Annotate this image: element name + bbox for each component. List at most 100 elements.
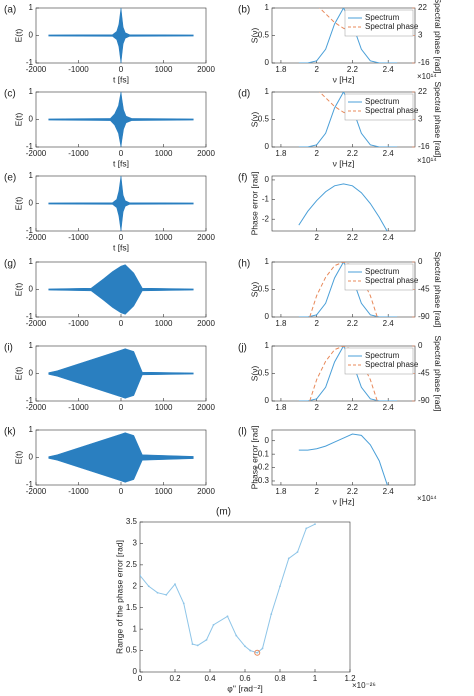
x-tick-label: -1000: [68, 403, 89, 412]
y-tick-label: 0: [265, 312, 270, 321]
x-tick-label: 2000: [197, 65, 215, 74]
x-tick-label: 2: [314, 487, 319, 496]
data-point: [156, 591, 159, 594]
signal-envelope: [48, 8, 194, 63]
data-line: [298, 433, 388, 485]
y2-tick-label: 3: [418, 31, 423, 40]
x-tick-label: -2000: [26, 403, 47, 412]
panel-label: (e): [4, 173, 16, 184]
y-tick-label: 0.5: [258, 31, 270, 40]
data-point: [244, 645, 246, 648]
panel-label: (c): [4, 89, 16, 100]
x-tick-label: 2000: [197, 487, 215, 496]
panel: (g) -2000 -1000 0 1000 2000 -1 0 1 E(t): [4, 257, 215, 328]
y-tick-label: -1: [26, 226, 34, 235]
y-tick-label: -1: [26, 142, 34, 151]
x-tick-label: 0: [119, 403, 124, 412]
x-tick-label: -1000: [68, 233, 89, 242]
panel-label: (h): [238, 259, 250, 270]
y2-tick-label: -16: [418, 142, 430, 151]
data-point: [305, 527, 308, 530]
x-tick-label: -2000: [26, 149, 47, 158]
x-multiplier: ×10¹⁴: [417, 494, 437, 503]
x-tick-label: 1.8: [275, 149, 287, 158]
y2-tick-label: -45: [418, 285, 430, 294]
x-axis-label: t [fs]: [113, 74, 129, 84]
plot-area: [48, 176, 194, 231]
data-point: [182, 602, 185, 605]
axes-frame: [271, 429, 416, 486]
x-tick-label: 2: [314, 233, 319, 242]
data-line: [298, 183, 388, 231]
x-tick-label: 0.8: [274, 674, 286, 683]
y-axis-label: E(t): [13, 28, 23, 42]
y-tick-label: 0: [29, 199, 34, 208]
y-tick-label: -1: [26, 480, 34, 489]
y2-tick-label: 0: [418, 257, 423, 266]
y-tick-label: 0: [29, 453, 34, 462]
x-tick-label: 2.4: [383, 233, 395, 242]
y-axis-label: S(ν): [249, 282, 259, 298]
y-tick-label: 0: [29, 31, 34, 40]
x-tick-label: -2000: [26, 319, 47, 328]
y-tick-label: 2.5: [126, 560, 138, 569]
plot-area: [140, 523, 316, 656]
panel: (d) 1.8 2 2.2 2.4 0 0.5 1 -16 3 22 S(ν) Spectral pha…: [238, 81, 443, 168]
y-tick-label: 1: [29, 171, 34, 180]
x-tick-label: -2000: [26, 487, 47, 496]
signal-envelope: [48, 348, 194, 399]
x-tick-label: 2.2: [347, 403, 359, 412]
y-tick-label: 0: [29, 369, 34, 378]
x-tick-label: -2000: [26, 65, 47, 74]
y-tick-label: 0.5: [126, 646, 138, 655]
x-tick-label: 1000: [155, 233, 173, 242]
y-tick-label: 1: [265, 257, 270, 266]
x-tick-label: 2.4: [383, 403, 395, 412]
y-tick-label: 0.5: [258, 369, 270, 378]
panel-label: (g): [4, 259, 16, 270]
plot-area: [48, 8, 194, 63]
data-point: [191, 643, 194, 646]
y-tick-label: 0.5: [258, 115, 270, 124]
y-tick-label: 0.5: [258, 285, 270, 294]
y-tick-label: 1: [29, 3, 34, 12]
y-tick-label: 3: [133, 539, 138, 548]
y2-tick-label: -45: [418, 369, 430, 378]
y-tick-label: 0: [265, 142, 270, 151]
y-tick-label: 0: [265, 58, 270, 67]
y-tick-label: -1: [26, 58, 34, 67]
legend-label: Spectral phase: [365, 360, 419, 369]
y-tick-label: 1: [133, 624, 138, 633]
data-point: [249, 649, 252, 652]
x-tick-label: 2.2: [347, 487, 359, 496]
x-multiplier: ×10¹⁴: [417, 72, 437, 81]
data-point: [226, 615, 229, 618]
x-tick-label: 0: [119, 149, 124, 158]
x-tick-label: 2.2: [347, 149, 359, 158]
x-tick-label: 2.4: [383, 149, 395, 158]
panel: (b) 1.8 2 2.2 2.4 0 0.5 1 -16 3 22 S(ν) Spectral pha…: [238, 0, 443, 84]
signal-envelope: [48, 92, 194, 147]
y2-tick-label: 22: [418, 87, 427, 96]
y-tick-label: 1: [29, 425, 34, 434]
y-axis-label: S(ν): [249, 112, 259, 128]
panel-label: (l): [238, 427, 247, 438]
axes-frame: [271, 175, 416, 232]
y-tick-label: 0: [29, 285, 34, 294]
legend-label: Spectrum: [365, 13, 400, 22]
x-tick-label: -2000: [26, 233, 47, 242]
x-multiplier: ×10⁻²⁶: [352, 681, 376, 690]
panel-label: (j): [238, 343, 247, 354]
y-axis-label: E(t): [13, 282, 23, 296]
data-point: [261, 647, 264, 650]
panel: (e) -2000 -1000 0 1000 2000 -1 0 1 E(t) t [fs]: [4, 171, 215, 252]
x-tick-label: 1000: [155, 403, 173, 412]
y2-tick-label: -16: [418, 58, 430, 67]
panel: (j) 1.8 2 2.2 2.4 0 0.5 1 -90 -45 0 S(ν) Spectral ph…: [238, 335, 443, 412]
y-tick-label: 1: [265, 3, 270, 12]
x-tick-label: 1.8: [275, 65, 287, 74]
x-axis-label: t [fs]: [113, 242, 129, 252]
x-tick-label: 2.2: [347, 65, 359, 74]
data-point: [147, 585, 150, 588]
